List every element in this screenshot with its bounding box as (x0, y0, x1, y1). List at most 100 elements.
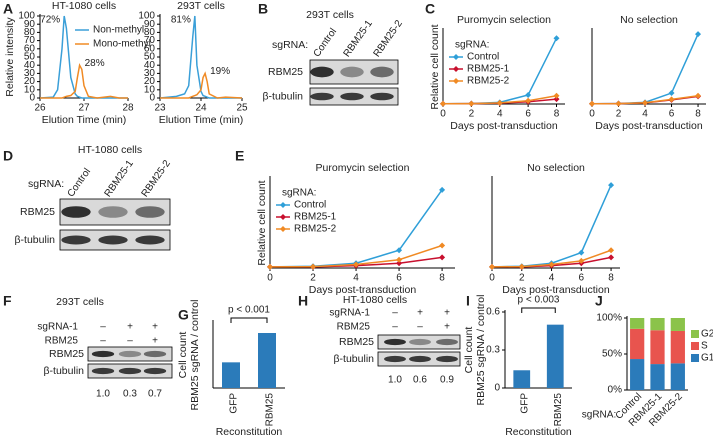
y-tick-label: 100 (18, 11, 35, 22)
legend-title: sgRNA: (282, 188, 316, 199)
legend-marker (453, 54, 459, 60)
lane-label: RBM25-1 (103, 158, 136, 199)
data-point (496, 99, 503, 106)
condition-sign: + (417, 308, 423, 319)
y-axis-label: Cell count (463, 327, 475, 374)
data-point (668, 90, 675, 97)
bar-segment (650, 330, 665, 365)
band-label: RBM25 (20, 206, 55, 218)
y-tick-label: 10 (144, 84, 156, 95)
blot-band (143, 350, 167, 358)
blot-title: HT-1080 cells (78, 144, 142, 156)
significance-bracket (521, 307, 556, 313)
row-label: sgRNA: (272, 39, 308, 51)
quantification: 0.7 (148, 389, 162, 400)
panel-label: H (298, 293, 308, 309)
band-label: RBM25 (49, 348, 84, 360)
blot-title: 293T cells (56, 296, 104, 308)
data-point (578, 249, 585, 256)
annotation: 81% (171, 15, 191, 26)
x-tick-label: 0 (589, 109, 595, 120)
quantification: 1.0 (388, 375, 402, 386)
lane-label: RBM25-1 (342, 18, 375, 59)
legend-label: Mono-methyl (93, 39, 151, 50)
condition-sign: + (444, 308, 450, 319)
legend-label: RBM25-1 (467, 64, 510, 75)
y-axis-label: RBM25 sgRNA / control (475, 295, 487, 406)
data-point (440, 100, 446, 107)
blot-band (340, 66, 364, 78)
blot-band (310, 92, 334, 101)
panel-label: E (235, 148, 244, 164)
annotation: 28% (85, 58, 105, 69)
y-tick-label: 30 (144, 68, 156, 79)
data-point (695, 31, 702, 38)
blot-band (436, 338, 458, 346)
condition-sign: + (444, 322, 450, 333)
chart-title: Puromycin selection (316, 162, 410, 174)
y-tick-label: 80 (24, 27, 36, 38)
condition-label: RBM25 (337, 322, 371, 333)
condition-sign: – (127, 336, 133, 347)
data-point (553, 35, 560, 42)
y-tick-label: 100% (596, 313, 622, 324)
legend-marker (453, 78, 459, 84)
x-axis-label: Days post-transduction (309, 284, 417, 296)
y-tick-label: 0% (608, 385, 623, 396)
row-label: sgRNA: (28, 178, 64, 190)
bar-segment (630, 328, 645, 360)
data-point (518, 263, 525, 270)
blot-band (118, 350, 142, 358)
data-point (468, 100, 475, 107)
y-axis-label: Relative cell count (256, 180, 268, 265)
y-tick-label: 80 (144, 27, 156, 38)
x-tick-label: 6 (396, 273, 402, 284)
x-axis-label: Days post-transduction (502, 284, 610, 296)
y-tick-label: 90 (24, 19, 36, 30)
blot-band (61, 206, 91, 218)
data-point (695, 92, 702, 99)
x-tick-label: 6 (579, 273, 585, 284)
y-axis-label: Relative cell count (429, 24, 441, 109)
blot-band (370, 66, 394, 78)
data-point (489, 263, 495, 270)
blot-band (436, 355, 458, 363)
data-point (439, 242, 446, 249)
series-line (159, 15, 242, 99)
bar-segment (670, 330, 685, 364)
band-label: β-tubulin (44, 365, 85, 377)
blot-strip (87, 346, 173, 362)
band-label: β-tubulin (15, 234, 56, 246)
condition-sign: – (100, 322, 106, 333)
blot-band (91, 367, 115, 375)
lane-label: Control (312, 27, 340, 60)
data-point (439, 254, 446, 261)
y-tick-label: 0 (149, 93, 155, 104)
quantification: 1.0 (96, 389, 110, 400)
blot-band (61, 235, 91, 245)
condition-sign: – (100, 336, 106, 347)
bar-segment (670, 318, 685, 331)
x-tick-label: 4 (497, 109, 503, 120)
data-point (615, 100, 622, 107)
x-tick-label: 2 (310, 273, 316, 284)
bar (222, 362, 240, 388)
data-point (608, 247, 615, 254)
legend-swatch (691, 354, 699, 362)
panel-label: D (3, 148, 13, 164)
panel-label: F (3, 293, 12, 309)
band-label: RBM25 (339, 336, 374, 348)
data-point (396, 256, 403, 263)
data-point (396, 260, 403, 267)
y-axis-label: Cell count (177, 332, 189, 379)
y-tick-label: 40 (24, 60, 36, 71)
data-point (578, 257, 585, 264)
y-tick-label: 50% (602, 349, 622, 360)
blot-band (118, 367, 142, 375)
series-line (491, 184, 612, 268)
panel-label: B (258, 1, 268, 17)
x-tick-label: 0 (267, 273, 273, 284)
y-tick-label: 0.6 (486, 307, 500, 318)
band-label: β-tubulin (334, 353, 375, 365)
